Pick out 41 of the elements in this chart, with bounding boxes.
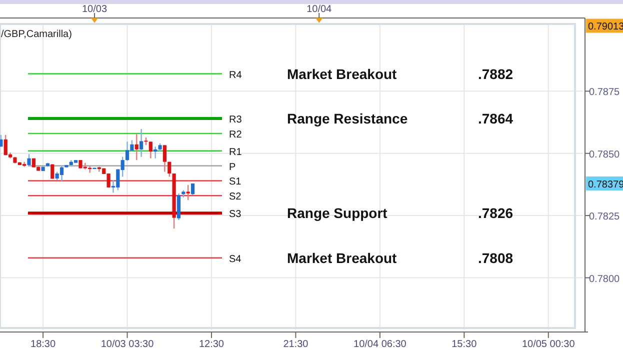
candlestick	[60, 165, 64, 182]
candlestick	[176, 192, 181, 221]
annotation: Range Resistance	[287, 110, 408, 127]
annotation: Market Breakout	[287, 66, 398, 82]
x-tick-label: 15:30	[452, 339, 478, 350]
y-tick-label: 0.7800	[589, 274, 620, 285]
x-tick-label: 10/03 03:30	[100, 339, 154, 350]
x-tick-label: 10/05 00:30	[522, 339, 576, 350]
x-tick-label: 10/04 06:30	[354, 339, 407, 350]
candlestick	[186, 184, 190, 201]
annotation: .7808	[478, 250, 514, 266]
y-tick-label: 0.7875	[589, 87, 620, 98]
annotation: Range Support	[287, 205, 388, 222]
ref-line-label: S2	[229, 192, 242, 203]
annotation: Market Breakout	[287, 250, 398, 266]
ref-line-label: S3	[229, 209, 242, 220]
y-tick-label: 0.7825	[589, 212, 620, 223]
annotation: .7864	[478, 110, 514, 127]
candlestick	[168, 161, 172, 178]
candlestick	[134, 134, 138, 161]
candlestick	[27, 154, 31, 167]
x-tick-label: 12:30	[198, 339, 224, 350]
annotation: .7882	[478, 66, 514, 82]
x-tick-label: 21:30	[283, 339, 309, 350]
x2-tick-label: 10/04	[306, 4, 332, 15]
ref-line-label: R1	[229, 146, 242, 158]
candlestick	[140, 128, 144, 158]
x2-tick-label: 10/03	[82, 4, 108, 15]
ref-line-label: P	[229, 162, 236, 173]
annotation: .7826	[478, 205, 514, 222]
ref-line-label: S4	[229, 254, 242, 265]
ref-line-label: R3	[229, 114, 242, 126]
candlestick	[148, 141, 152, 159]
y-tick-label: 0.7850	[589, 149, 620, 160]
candlestick	[162, 144, 166, 172]
ref-line-label: R4	[229, 70, 242, 81]
candlestick	[125, 141, 130, 162]
x-tick-label: 18:30	[30, 339, 56, 350]
text: /GBP,Camarilla)	[1, 29, 72, 40]
ref-line-label: S1	[229, 176, 242, 188]
ref-line-label: R2	[229, 129, 242, 140]
